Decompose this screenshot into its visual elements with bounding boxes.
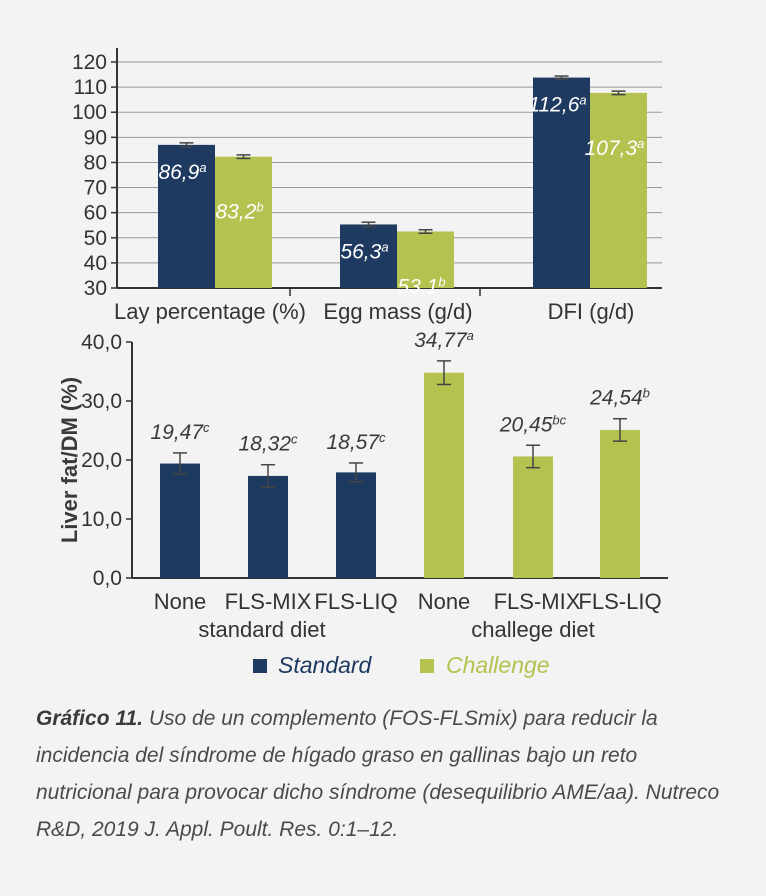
data-label: 20,45bc [499, 412, 567, 436]
group-label: standard diet [198, 617, 325, 642]
y-tick-label: 120 [72, 51, 107, 74]
chart-liver-fat: 0,0 10,0 20,0 30,0 40,0 Liver fat/DM (%) 19,47… [57, 328, 668, 642]
data-label: 107,3a [585, 136, 645, 160]
data-label-letter: bc [552, 412, 566, 427]
y-tick-label: 40,0 [81, 331, 122, 354]
data-label: 56,3a [340, 239, 388, 263]
y-tick-label: 100 [72, 101, 107, 124]
data-label-letter: c [203, 420, 210, 435]
data-label-letter: a [381, 239, 388, 254]
data-label-letter: a [637, 136, 644, 151]
data-label-letter: c [291, 432, 298, 447]
data-label-letter: a [199, 160, 206, 175]
bar-standard [336, 472, 376, 578]
data-label: 112,6a [528, 93, 586, 117]
data-label-value: 53,1 [397, 276, 438, 299]
data-label-value: 18,32 [238, 433, 291, 456]
data-label: 18,32c [238, 432, 298, 456]
y-tick-label: 40 [84, 252, 107, 275]
bar-standard [160, 463, 200, 578]
y-tick-label: 110 [74, 76, 107, 99]
group-label: challege diet [471, 617, 595, 642]
x-tick-label: DFI (g/d) [548, 299, 635, 324]
y-tick-label: 10,0 [81, 508, 122, 531]
x-tick-label: Egg mass (g/d) [323, 299, 472, 324]
data-label: 24,54b [589, 386, 650, 410]
y-tick-label: 50 [84, 227, 107, 250]
x-tick-label: Lay percentage (%) [114, 299, 306, 324]
y-axis-title: Liver fat/DM (%) [57, 377, 82, 543]
data-label: 19,47c [150, 420, 210, 444]
data-label-value: 112,6 [528, 94, 579, 117]
x-tick-label: FLS-MIX [225, 589, 312, 614]
bar-challenge [590, 92, 647, 289]
legend-swatch-challenge [420, 659, 434, 673]
y-tick-label: 90 [84, 126, 107, 149]
data-label: 86,9a [158, 160, 206, 184]
bar-challenge [397, 231, 454, 288]
x-tick-label: None [418, 589, 471, 614]
data-label-value: 18,57 [326, 431, 380, 454]
data-label-letter: a [467, 328, 474, 343]
bar-standard [248, 475, 288, 578]
bar-standard [340, 224, 397, 288]
data-label-value: 56,3 [340, 240, 381, 263]
data-label-value: 86,9 [158, 161, 199, 184]
data-label: 34,77a [414, 328, 474, 352]
figure-caption: Gráfico 11. Uso de un complemento (FOS-F… [36, 700, 736, 848]
data-label-letter: b [438, 275, 445, 290]
y-tick-label: 20,0 [81, 449, 122, 472]
y-tick-label: 0,0 [93, 567, 122, 590]
legend: Standard Challenge [253, 652, 550, 678]
data-label-letter: b [256, 200, 263, 215]
bar-challenge [600, 429, 640, 578]
y-tick-label: 80 [84, 151, 107, 174]
y-tick-label: 30 [84, 277, 107, 300]
x-tick-label: FLS-MIX [494, 589, 581, 614]
y-tick-label: 30,0 [81, 390, 122, 413]
y-tick-label: 60 [84, 202, 107, 225]
data-label: 53,1b [397, 275, 445, 299]
x-tick-label: None [154, 589, 207, 614]
legend-label-standard: Standard [278, 652, 373, 678]
bar-standard [533, 77, 590, 289]
x-tick-label: FLS-LIQ [578, 589, 661, 614]
bar-challenge [513, 456, 553, 578]
data-label-value: 107,3 [585, 137, 638, 160]
data-label-value: 83,2 [215, 201, 256, 224]
data-label: 83,2b [215, 200, 263, 224]
y-tick-label: 70 [84, 177, 107, 200]
legend-swatch-standard [253, 659, 267, 673]
data-label-value: 20,45 [499, 413, 553, 436]
data-label-value: 19,47 [150, 421, 204, 444]
data-label-value: 24,54 [589, 387, 643, 410]
data-label: 18,57c [326, 430, 386, 454]
legend-label-challenge: Challenge [446, 652, 550, 678]
data-label-letter: a [579, 93, 586, 108]
bar-challenge [424, 372, 464, 578]
caption-text: Uso de un complemento (FOS-FLSmix) para … [36, 707, 720, 841]
bar-standard [158, 144, 215, 288]
x-tick-label: FLS-LIQ [314, 589, 397, 614]
bar-challenge [215, 156, 272, 288]
data-label-letter: c [379, 430, 386, 445]
data-label-letter: b [643, 386, 650, 401]
data-label-value: 34,77 [414, 329, 468, 352]
caption-label: Gráfico 11. [36, 707, 143, 730]
